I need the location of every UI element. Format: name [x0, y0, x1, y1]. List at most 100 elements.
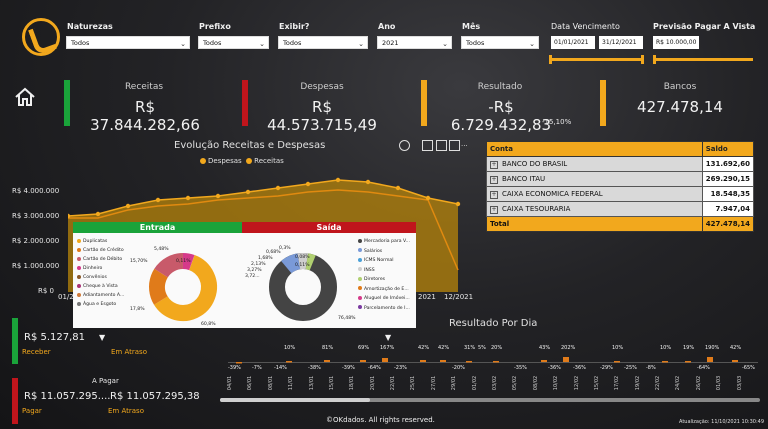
- kpi-bancos-label: Bancos: [663, 82, 697, 92]
- expand-icon[interactable]: +: [490, 190, 498, 199]
- date-tick: 06/01: [247, 375, 254, 391]
- list-item[interactable]: Mercadoria para V...: [358, 237, 410, 247]
- list-item[interactable]: Amortização de E...: [358, 285, 410, 295]
- expand-icon[interactable]: +: [490, 205, 498, 214]
- receber-em-atraso-label: Em Atraso: [111, 348, 147, 356]
- resultado-dia-bars[interactable]: [228, 352, 758, 370]
- y-tick-1m: R$ 1.000.000: [12, 262, 60, 270]
- list-item[interactable]: Dinheiro: [77, 264, 124, 273]
- banks-header-saldo[interactable]: Saldo: [701, 141, 755, 157]
- legend-receitas: Receitas: [254, 157, 284, 165]
- date-tick: 24/02: [675, 375, 682, 391]
- filter-label-naturezas: Naturezas: [67, 22, 113, 31]
- kpi-receitas-bar: [64, 80, 70, 126]
- list-item[interactable]: Convênios: [77, 273, 124, 282]
- entrada-label-3: 0,11%: [176, 259, 191, 264]
- entrada-legend: Duplicatas Cartão de Crédito Cartão de D…: [77, 237, 124, 309]
- chevron-down-icon: ⌄: [529, 40, 535, 48]
- legend-receitas-dot: [246, 158, 253, 164]
- x-tick-start: 01/2021: [58, 293, 87, 301]
- saida-label-6: 3,72...: [245, 274, 260, 279]
- more-options-icon[interactable]: ···: [461, 142, 468, 150]
- kpi-despesas-value: R$ 44.573.715,49: [267, 98, 377, 134]
- pagar-em-atraso-label: Em Atraso: [108, 407, 144, 415]
- saida-label-2: 0,68%: [266, 250, 281, 255]
- list-item[interactable]: Diretores: [358, 275, 410, 285]
- y-tick-2m: R$ 2.000.000: [12, 237, 60, 245]
- date-tick: 05/02: [512, 375, 519, 391]
- date-tick: 22/02: [655, 375, 662, 391]
- previsao-slider-handle[interactable]: [653, 55, 656, 64]
- filter-mes[interactable]: Todos ⌄: [461, 36, 539, 49]
- x-tick-mid: 2021: [418, 293, 436, 301]
- table-row: + BANCO DO BRASIL 131.692,60: [486, 156, 755, 172]
- list-item[interactable]: Duplicatas: [77, 237, 124, 246]
- kpi-despesas-bar: [242, 80, 248, 126]
- filter-ano[interactable]: 2021 ⌄: [377, 36, 452, 49]
- filter-icon[interactable]: [436, 140, 447, 151]
- list-item[interactable]: Cartão de Crédito: [77, 246, 124, 255]
- date-tick: 15/01: [329, 375, 336, 391]
- date-tick: 19/02: [634, 375, 641, 391]
- receber-collapse-chevron-icon[interactable]: ▼: [99, 333, 106, 342]
- list-item[interactable]: Adiantamento A...: [77, 291, 124, 300]
- saida-label-4: 2,13%: [251, 262, 266, 267]
- saida-header: Saída: [242, 222, 416, 233]
- filter-prefixo[interactable]: Todos ⌄: [198, 36, 269, 49]
- filter-naturezas[interactable]: Todos ⌄: [66, 36, 190, 49]
- evolucao-title: Evolução Receitas e Despesas: [174, 140, 326, 151]
- previsao-slider-track: [653, 58, 753, 61]
- evolucao-legend: Despesas Receitas: [200, 157, 284, 165]
- pagar-title: A Pagar: [92, 377, 119, 385]
- entrada-header: Entrada: [73, 222, 242, 233]
- filter-exibir[interactable]: Todos ⌄: [278, 36, 368, 49]
- date-tick: 01/02: [471, 375, 478, 391]
- date-tick: 08/01: [267, 375, 274, 391]
- entrada-label-4: 17,8%: [130, 307, 145, 312]
- receber-value: R$ 5.127,81: [24, 332, 86, 343]
- list-item[interactable]: Cartão de Débito: [77, 255, 124, 264]
- pagar-bar: [12, 378, 18, 424]
- list-item[interactable]: Parcelamento de I...: [358, 304, 410, 314]
- filter-label-ano: Ano: [378, 22, 396, 31]
- saida-donut-chart[interactable]: [265, 249, 341, 325]
- pagar-label: Pagar: [22, 407, 42, 415]
- previsao-input[interactable]: R$ 10.000,00: [653, 36, 699, 49]
- banks-header-conta[interactable]: Conta: [486, 141, 703, 157]
- list-item[interactable]: Água e Esgoto: [77, 300, 124, 309]
- home-icon[interactable]: [14, 86, 36, 108]
- copy-icon[interactable]: [422, 140, 433, 151]
- scrollbar-thumb[interactable]: [220, 398, 370, 402]
- vencimento-slider-end-handle[interactable]: [641, 55, 644, 64]
- entrada-label-2: 15,70%: [130, 259, 148, 264]
- kpi-resultado-bar: [421, 80, 427, 126]
- legend-despesas-dot: [200, 158, 206, 164]
- expand-icon[interactable]: +: [490, 160, 498, 169]
- pin-icon[interactable]: [399, 140, 410, 151]
- focus-mode-icon[interactable]: [449, 140, 460, 151]
- vencimento-label: Data Vencimento: [551, 22, 620, 31]
- horizontal-scrollbar[interactable]: [220, 398, 760, 402]
- list-item[interactable]: Aluguel de Imóvei...: [358, 294, 410, 304]
- chevron-down-icon: ⌄: [259, 40, 265, 48]
- list-item[interactable]: ICMS Normal: [358, 256, 410, 266]
- entrada-label-1: 5,48%: [154, 247, 169, 252]
- date-tick: 20/01: [369, 375, 376, 391]
- previsao-label: Previsão Pagar A Vista: [653, 22, 756, 31]
- list-item[interactable]: INSS: [358, 266, 410, 276]
- receber-bar: [12, 318, 18, 364]
- date-tick: 03/03: [736, 375, 743, 391]
- vencimento-end-input[interactable]: 31/12/2021: [599, 36, 643, 49]
- list-item[interactable]: Salários: [358, 247, 410, 257]
- vencimento-start-input[interactable]: 01/01/2021: [551, 36, 595, 49]
- filter-label-exibir: Exibir?: [279, 22, 310, 31]
- entrada-donut-chart[interactable]: [146, 250, 220, 324]
- kpi-resultado-label: Resultado: [477, 82, 523, 92]
- popup-collapse-chevron-icon[interactable]: ▼: [385, 333, 392, 342]
- list-item[interactable]: Cheque à Vista: [77, 282, 124, 291]
- resultado-dia-x-axis: 04/01 06/01 08/01 11/01 13/01 15/01 18/01 20/01…: [227, 374, 758, 396]
- vencimento-slider-start-handle[interactable]: [549, 55, 552, 64]
- date-tick: 12/02: [573, 375, 580, 391]
- date-tick: 17/02: [614, 375, 621, 391]
- expand-icon[interactable]: +: [490, 175, 498, 184]
